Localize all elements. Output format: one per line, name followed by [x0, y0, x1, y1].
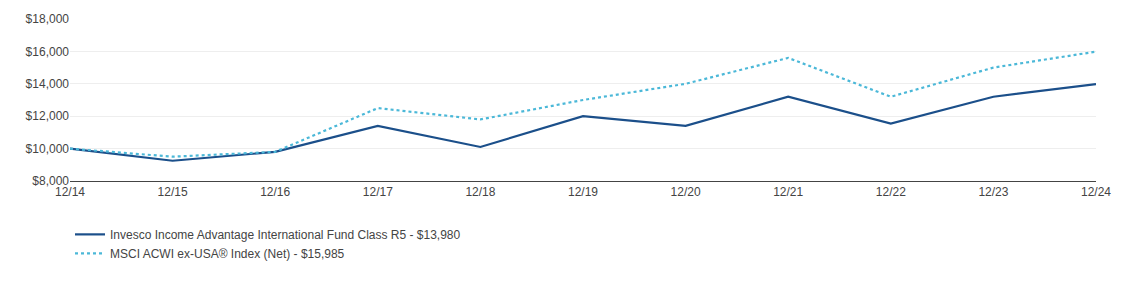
svg-text:12/15: 12/15 — [158, 185, 188, 199]
svg-text:12/17: 12/17 — [363, 185, 393, 199]
svg-text:$14,000: $14,000 — [26, 77, 70, 91]
svg-text:Invesco Income Advantage Inter: Invesco Income Advantage International F… — [110, 228, 461, 242]
svg-text:$18,000: $18,000 — [26, 12, 70, 26]
svg-text:12/18: 12/18 — [465, 185, 495, 199]
svg-text:$16,000: $16,000 — [26, 45, 70, 59]
svg-text:12/21: 12/21 — [773, 185, 803, 199]
svg-text:$8,000: $8,000 — [32, 174, 69, 188]
svg-text:12/19: 12/19 — [568, 185, 598, 199]
svg-text:12/16: 12/16 — [260, 185, 290, 199]
svg-text:12/24: 12/24 — [1081, 185, 1111, 199]
svg-text:$10,000: $10,000 — [26, 142, 70, 156]
svg-text:12/22: 12/22 — [876, 185, 906, 199]
svg-text:MSCI ACWI ex-USA® Index (Net): MSCI ACWI ex-USA® Index (Net) - $15,985 — [110, 247, 345, 261]
svg-text:12/20: 12/20 — [671, 185, 701, 199]
svg-text:12/14: 12/14 — [55, 185, 85, 199]
svg-text:12/23: 12/23 — [978, 185, 1008, 199]
svg-text:$12,000: $12,000 — [26, 109, 70, 123]
